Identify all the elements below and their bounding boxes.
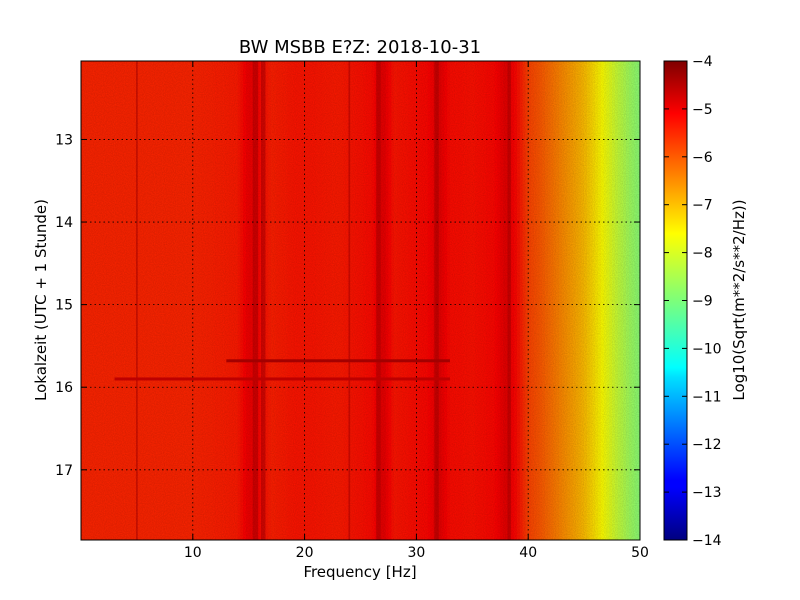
x-axis-label: Frequency [Hz] bbox=[303, 563, 416, 581]
transient-row bbox=[114, 377, 450, 381]
chart-title: BW MSBB E?Z: 2018-10-31 bbox=[239, 37, 481, 58]
colorbar-tick-label: −14 bbox=[692, 533, 722, 549]
colorbar-tick-label: −11 bbox=[692, 389, 722, 405]
colorbar-tick-label: −10 bbox=[692, 341, 722, 357]
colorbar-tick-label: −7 bbox=[692, 198, 713, 214]
transient-row bbox=[226, 359, 450, 363]
x-tick-label: 10 bbox=[184, 545, 202, 561]
colorbar-tick-label: −12 bbox=[692, 437, 722, 453]
colorbar-tick-label: −8 bbox=[692, 246, 713, 262]
y-tick-label: 17 bbox=[55, 463, 73, 479]
x-tick-label: 50 bbox=[631, 545, 649, 561]
y-tick-label: 15 bbox=[55, 298, 73, 314]
colorbar-tick-label: −5 bbox=[692, 102, 713, 118]
x-tick-label: 30 bbox=[407, 545, 425, 561]
colorbar-tick-label: −6 bbox=[692, 150, 713, 166]
x-tick-label: 20 bbox=[296, 545, 314, 561]
colorbar: −4 −5 −6 −7 −8 −9 −10 −11 −12 −13 −14 bbox=[663, 54, 722, 549]
colorbar-gradient bbox=[664, 61, 687, 540]
plot-frame bbox=[80, 60, 641, 541]
colorbar-tick-label: −13 bbox=[692, 485, 722, 501]
grid bbox=[81, 61, 640, 540]
plot-area: 10 20 30 40 50 13 14 15 16 17 bbox=[55, 60, 649, 561]
colorbar-tick-label: −9 bbox=[692, 294, 713, 310]
y-tick-label: 13 bbox=[55, 132, 73, 148]
colorbar-label: Log10(Sqrt(m**2/s**2/Hz)) bbox=[730, 199, 748, 400]
y-tick-label: 14 bbox=[55, 215, 73, 231]
y-tick-label: 16 bbox=[55, 380, 73, 396]
x-tick-label: 40 bbox=[519, 545, 537, 561]
colorbar-tick-label: −4 bbox=[692, 54, 713, 70]
y-axis-label: Lokalzeit (UTC + 1 Stunde) bbox=[32, 199, 50, 401]
spectrogram-texture bbox=[81, 61, 640, 540]
